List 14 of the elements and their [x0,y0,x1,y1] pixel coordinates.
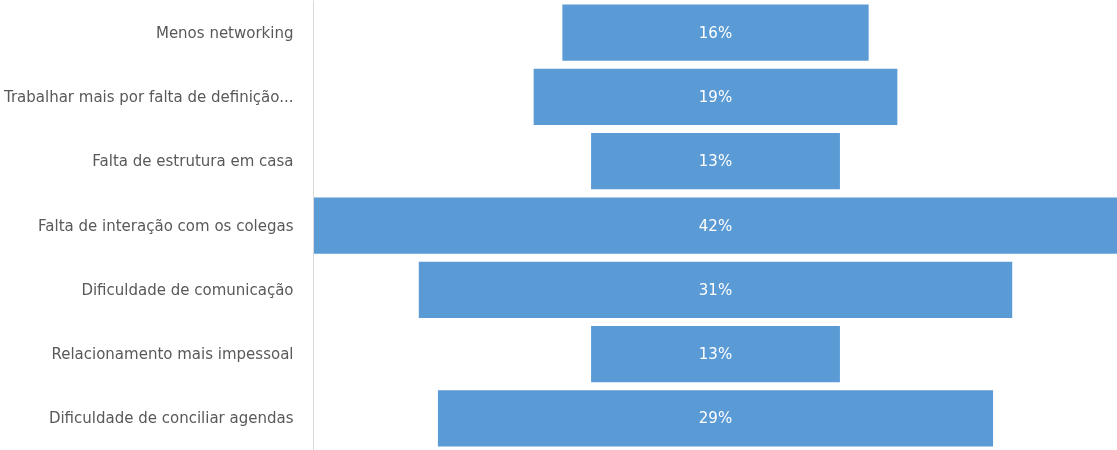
data-label: 29% [698,409,733,428]
data-label: 19% [698,87,733,106]
category-label: Trabalhar mais por falta de definição... [2,87,294,106]
category-label: Menos networking [155,23,294,42]
data-label: 13% [698,345,733,364]
data-label: 42% [698,216,733,235]
data-label: 13% [698,152,733,171]
data-label: 16% [698,23,733,42]
category-label: Dificuldade de conciliar agendas [48,409,294,428]
category-label: Falta de estrutura em casa [92,152,294,171]
category-label: Falta de interação com os colegas [38,216,294,235]
category-label: Dificuldade de comunicação [81,280,294,299]
data-label: 31% [698,280,733,299]
category-label: Relacionamento mais impessoal [51,345,294,364]
